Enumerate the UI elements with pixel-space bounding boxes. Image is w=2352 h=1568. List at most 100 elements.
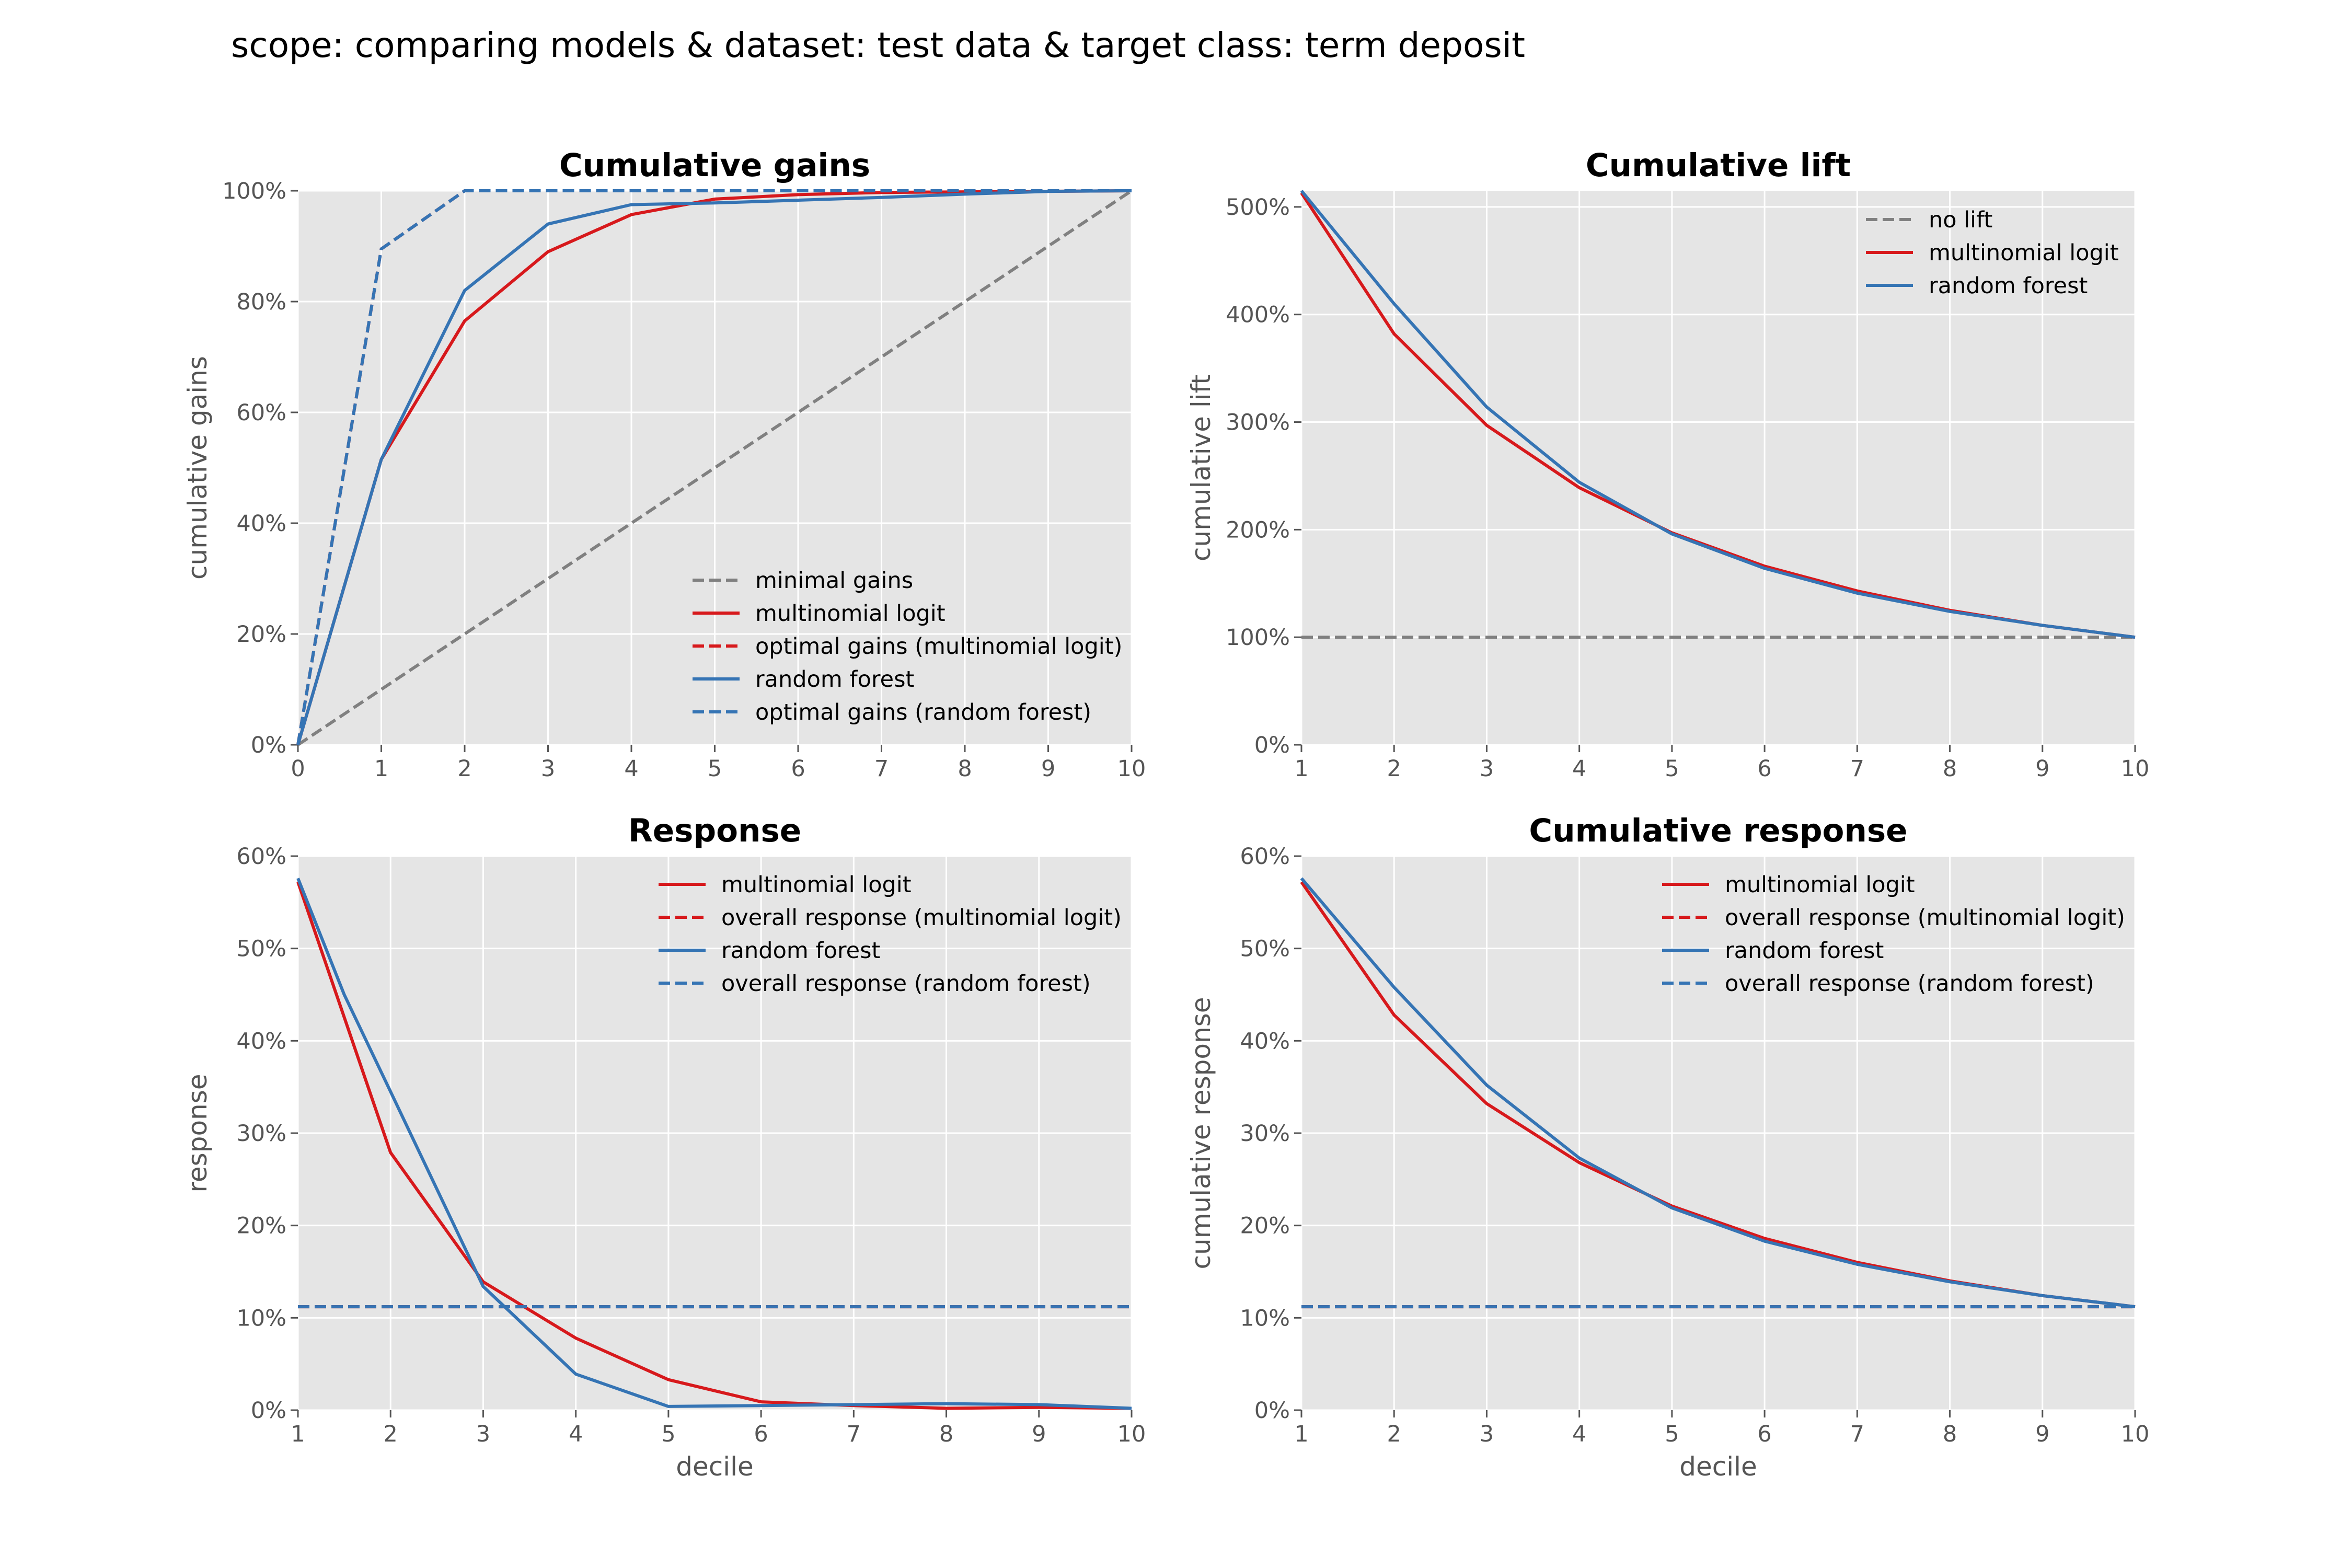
legend-label: random forest	[1929, 273, 2088, 299]
x-tick-label: 9	[2035, 756, 2049, 782]
y-tick-label: 20%	[1240, 1213, 1290, 1239]
panels: 0 1 2 3 4 5 6 7 8 9 100%20%40%60%80%100%Cumulative…	[182, 147, 2149, 1482]
x-tick-label: 5	[1665, 1421, 1679, 1447]
x-tick-label: 10	[1117, 756, 1146, 782]
x-tick-label: 2	[457, 756, 471, 782]
y-tick-label: 60%	[1240, 844, 1290, 870]
chart-panel: 1 2 3 4 5 6 7 8 9 10 0% 10% 20% 30% 40% 50% 60% Cumulativ…	[1186, 812, 2149, 1482]
chart-panel: 1 2 3 4 5 6 7 8 9 100%100%200%300%400%500%Cumulat…	[1186, 147, 2149, 782]
y-tick-label: 300%	[1226, 410, 1290, 436]
legend: no lift multinomial logit random forest	[1866, 207, 2119, 299]
x-tick-label: 1	[1294, 1421, 1308, 1447]
x-tick-label: 3	[1480, 756, 1494, 782]
figure-title: scope: comparing models & dataset: test …	[231, 25, 1525, 65]
legend: multinomial logit overall response (multi…	[659, 872, 1122, 997]
y-axis-label: response	[182, 1074, 213, 1192]
y-tick-label: 10%	[236, 1305, 286, 1331]
x-tick-label: 9	[1032, 1421, 1046, 1447]
x-tick-label: 6	[1757, 1421, 1771, 1447]
plot-area	[1301, 191, 2135, 745]
chart-title: Cumulative response	[1529, 812, 1907, 849]
x-tick-label: 6	[791, 756, 805, 782]
y-tick-label: 80%	[236, 289, 286, 315]
x-tick-label: 8	[958, 756, 972, 782]
legend-label: multinomial logit	[1725, 872, 1915, 898]
legend-label: multinomial logit	[1929, 240, 2119, 266]
y-tick-label: 200%	[1226, 517, 1290, 543]
legend-label: minimal gains	[755, 568, 913, 594]
x-tick-label: 7	[1850, 1421, 1864, 1447]
y-tick-label: 60%	[236, 400, 286, 426]
y-tick-label: 20%	[236, 621, 286, 648]
legend-label: overall response (random forest)	[1725, 971, 2094, 997]
y-tick-label: 100%	[1226, 625, 1290, 651]
legend: minimal gains multinomial logit optimal ga…	[693, 568, 1122, 725]
y-tick-label: 40%	[236, 1028, 286, 1054]
y-tick-label: 30%	[236, 1121, 286, 1147]
x-tick-label: 10	[2121, 1421, 2150, 1447]
x-tick-label: 4	[569, 1421, 583, 1447]
series-line	[1300, 877, 2136, 1309]
legend: multinomial logit overall response (multi…	[1662, 872, 2125, 997]
y-tick-label: 0%	[251, 1398, 286, 1424]
y-tick-label: 60%	[236, 844, 286, 870]
chart-panel: 1 2 3 4 5 6 7 8 9 10 0% 10% 20% 30% 40% 50% 60% Response r…	[182, 812, 1146, 1482]
x-tick-label: 1	[291, 1421, 305, 1447]
x-tick-label: 8	[1943, 1421, 1957, 1447]
x-tick-label: 6	[1757, 756, 1771, 782]
x-tick-label: 9	[2035, 1421, 2049, 1447]
y-tick-label: 30%	[1240, 1121, 1290, 1147]
y-tick-label: 40%	[236, 511, 286, 537]
y-tick-label: 10%	[1240, 1305, 1290, 1331]
y-tick-label: 40%	[1240, 1028, 1290, 1054]
series-line	[296, 189, 1132, 745]
x-tick-label: 6	[754, 1421, 768, 1447]
legend-label: overall response (multinomial logit)	[721, 905, 1122, 931]
y-axis-label: cumulative response	[1186, 997, 1216, 1270]
x-tick-label: 10	[1117, 1421, 1146, 1447]
y-tick-label: 500%	[1226, 194, 1290, 221]
x-tick-label: 0	[291, 756, 305, 782]
series-line	[296, 881, 1132, 1410]
x-tick-label: 7	[874, 756, 889, 782]
series-line	[1300, 190, 2136, 639]
y-tick-label: 0%	[1254, 732, 1290, 758]
x-tick-label: 9	[1041, 756, 1055, 782]
y-axis-label: cumulative gains	[182, 356, 213, 580]
x-tick-label: 5	[1665, 756, 1679, 782]
chart-panel: 0 1 2 3 4 5 6 7 8 9 100%20%40%60%80%100%Cumulative…	[182, 147, 1146, 782]
x-tick-label: 4	[1572, 1421, 1586, 1447]
legend-label: optimal gains (multinomial logit)	[755, 633, 1122, 660]
y-tick-label: 50%	[236, 936, 286, 962]
x-axis-label: decile	[676, 1451, 754, 1482]
y-tick-label: 0%	[251, 732, 286, 758]
chart-title: Cumulative lift	[1586, 147, 1851, 184]
legend-label: overall response (random forest)	[721, 971, 1091, 997]
x-tick-label: 2	[1387, 756, 1401, 782]
x-tick-label: 10	[2121, 756, 2150, 782]
y-tick-label: 400%	[1226, 302, 1290, 328]
x-tick-label: 4	[1572, 756, 1586, 782]
x-tick-label: 2	[384, 1421, 398, 1447]
x-tick-label: 3	[476, 1421, 490, 1447]
legend-label: overall response (multinomial logit)	[1725, 905, 2125, 931]
legend-label: optimal gains (random forest)	[755, 699, 1091, 725]
legend-label: no lift	[1929, 207, 1992, 233]
x-tick-label: 5	[661, 1421, 675, 1447]
chart-title: Cumulative gains	[559, 147, 870, 184]
y-tick-label: 0%	[1254, 1398, 1290, 1424]
x-tick-label: 4	[624, 756, 638, 782]
legend-label: random forest	[755, 666, 914, 693]
x-tick-label: 7	[1850, 756, 1864, 782]
x-tick-label: 1	[1294, 756, 1308, 782]
x-tick-label: 7	[847, 1421, 861, 1447]
x-tick-label: 1	[374, 756, 388, 782]
x-tick-label: 2	[1387, 1421, 1401, 1447]
legend-label: random forest	[721, 938, 880, 964]
y-tick-label: 20%	[236, 1213, 286, 1239]
x-axis-label: decile	[1679, 1451, 1757, 1482]
legend-label: multinomial logit	[755, 601, 946, 627]
x-tick-label: 3	[1480, 1421, 1494, 1447]
x-tick-label: 3	[541, 756, 555, 782]
